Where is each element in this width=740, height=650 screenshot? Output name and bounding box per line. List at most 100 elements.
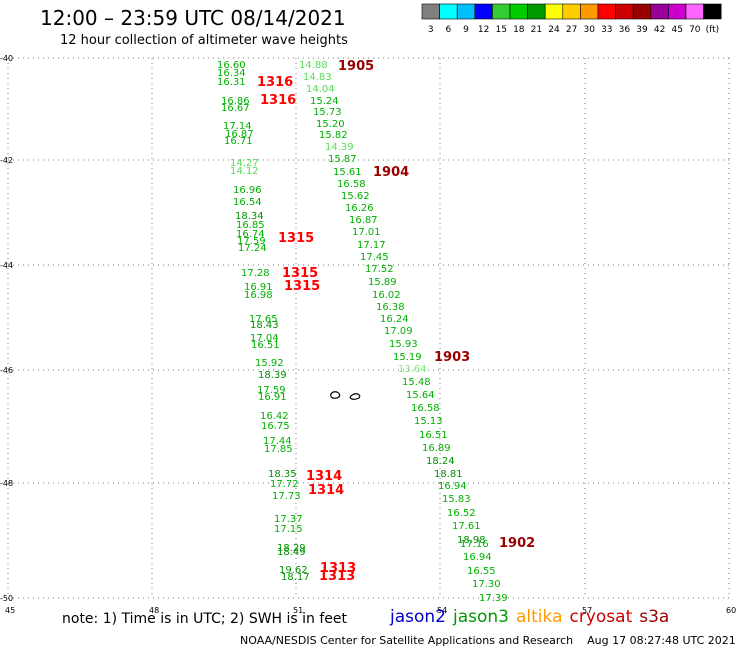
pass-label: 1316	[257, 75, 293, 90]
y-tick-label: -44	[0, 261, 13, 270]
swh-value: 17.01	[352, 227, 381, 238]
swh-value: 15.83	[442, 494, 471, 505]
swh-value: 16.87	[349, 215, 378, 226]
swh-value: 17.59	[237, 236, 266, 247]
swh-value: 19.62	[279, 565, 308, 576]
swh-value: 17.04	[250, 333, 279, 344]
swh-value: 16.42	[260, 411, 289, 422]
pass-label: 1315	[284, 279, 320, 294]
x-tick-label: 45	[5, 606, 15, 615]
x-tick-label: 51	[293, 606, 303, 615]
swh-value: 17.17	[357, 240, 386, 251]
swh-value: 15.48	[402, 377, 431, 388]
x-tick-label: 48	[149, 606, 159, 615]
y-tick-label: -40	[0, 54, 13, 63]
swh-value: 14.83	[303, 72, 332, 83]
scale-label: 30	[583, 25, 595, 35]
swh-value: 15.92	[255, 358, 284, 369]
swh-value: 15.20	[316, 119, 345, 130]
swh-value: 17.28	[241, 268, 270, 279]
swh-value: 15.64	[406, 390, 435, 401]
swh-value: 15.19	[393, 352, 422, 363]
swh-value: 15.87	[328, 154, 357, 165]
page-subtitle: 12 hour collection of altimeter wave hei…	[60, 33, 348, 48]
swh-value: 18.17	[281, 572, 310, 583]
y-tick-label: -50	[0, 594, 13, 603]
swh-value: 16.24	[380, 314, 409, 325]
swh-value: 17.45	[360, 252, 389, 263]
scale-label: 3	[428, 25, 434, 35]
swh-value: 17.09	[384, 326, 413, 337]
x-tick-label: 57	[582, 606, 592, 615]
scale-label: 39	[636, 25, 648, 35]
satellite-s3a: s3a	[639, 607, 670, 627]
swh-value: 14.12	[230, 166, 259, 177]
scale-label: 9	[463, 25, 469, 35]
swh-value: 14.04	[306, 84, 335, 95]
pass-label: 1903	[434, 350, 470, 365]
scale-label: 33	[601, 25, 612, 35]
swh-value: 16.02	[372, 290, 401, 301]
swh-value: 18.49	[277, 547, 306, 558]
swh-value: 16.94	[438, 481, 467, 492]
swh-value: 17.14	[223, 121, 252, 132]
scale-label: 18	[513, 25, 525, 35]
swh-value: 16.67	[221, 103, 250, 114]
swh-value: 14.39	[325, 142, 354, 153]
x-tick-label: 54	[437, 606, 447, 615]
swh-value: 18.35	[268, 469, 297, 480]
credit-footer: NOAA/NESDIS Center for Satellite Applica…	[240, 634, 736, 647]
pass-label: 1904	[373, 165, 409, 180]
swh-value: 17.24	[238, 243, 267, 254]
swh-value: 16.91	[244, 282, 273, 293]
swh-value: 17.61	[452, 521, 481, 532]
scale-label: 6	[446, 25, 452, 35]
swh-value: 16.74	[236, 229, 265, 240]
scale-label: 24	[548, 25, 560, 35]
y-tick-label: -46	[0, 366, 13, 375]
swh-value: 16.51	[419, 430, 448, 441]
swh-value: 17.30	[472, 579, 501, 590]
swh-value: 17.15	[274, 524, 303, 535]
scale-label: 70	[689, 25, 701, 35]
satellite-altika: altika	[516, 607, 563, 627]
y-tick-label: -42	[0, 156, 13, 165]
track-east-values: 14.8814.8314.0415.2415.7315.2015.8214.39…	[299, 60, 508, 604]
swh-value: 17.72	[270, 479, 299, 490]
color-scale-legend: 3 6 9 12 15 18 21 24 27 30 33 36 39 42 45 70 (ft)	[421, 3, 722, 35]
swh-value: 16.94	[463, 552, 492, 563]
swh-value: 15.89	[368, 277, 397, 288]
footnote: note: 1) Time is in UTC; 2) SWH is in fe…	[62, 611, 348, 627]
swh-value: 17.44	[263, 436, 292, 447]
swh-value: 18.39	[258, 370, 287, 381]
swh-value: 16.51	[251, 340, 280, 351]
swh-value: 16.89	[422, 443, 451, 454]
swh-value: 16.26	[345, 203, 374, 214]
swh-value: 16.85	[236, 220, 265, 231]
scale-label: (ft)	[706, 25, 720, 35]
scale-label: 45	[671, 25, 682, 35]
satellite-jason2: jason2	[390, 607, 446, 627]
swh-value: 18.29	[277, 543, 306, 554]
swh-value: 13.64	[398, 364, 427, 375]
swh-value: 16.58	[337, 179, 366, 190]
swh-value: 14.27	[230, 158, 259, 169]
swh-value: 16.98	[244, 290, 273, 301]
swh-value: 16.55	[467, 566, 496, 577]
pass-label: 1902	[499, 536, 535, 551]
swh-value: 15.93	[389, 339, 418, 350]
swh-value: 16.60	[217, 60, 246, 71]
swh-value: 15.24	[310, 96, 339, 107]
swh-value: 18.81	[434, 469, 463, 480]
island-outline	[349, 393, 361, 400]
swh-value: 17.65	[249, 314, 278, 325]
pass-label: 1314	[306, 469, 342, 484]
island-outline	[330, 391, 341, 399]
swh-value: 16.87	[225, 129, 254, 140]
swh-value: 15.62	[341, 191, 370, 202]
swh-value: 15.13	[414, 416, 443, 427]
swh-value: 16.31	[217, 77, 246, 88]
